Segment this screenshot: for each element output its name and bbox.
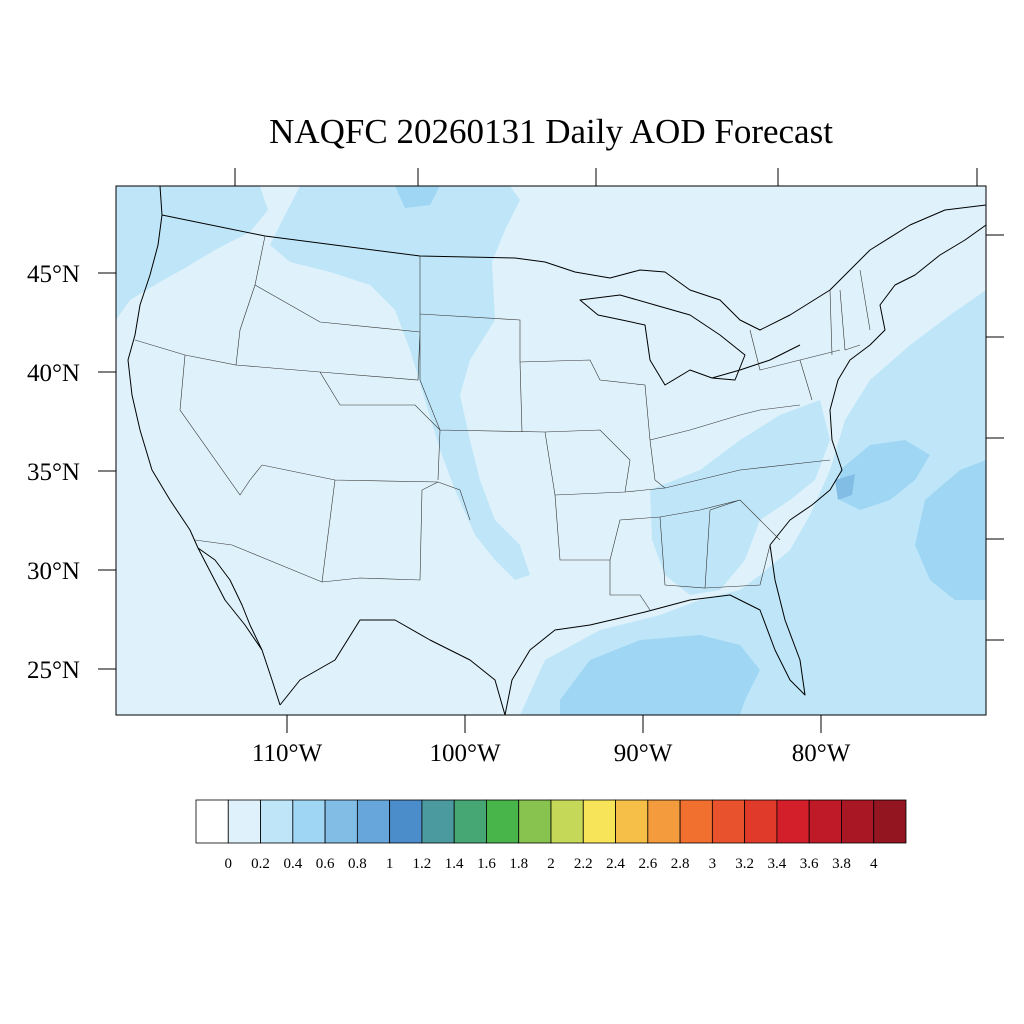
colorbar-box [260, 799, 294, 844]
colorbar-box [195, 799, 229, 844]
lat-label: 25°N [27, 657, 80, 684]
lon-label: 110°W [252, 740, 323, 767]
colorbar-box [324, 799, 358, 844]
colorbar-tick-label: 3.8 [832, 856, 851, 872]
colorbar-tick-label: 3.4 [768, 856, 787, 872]
map-frame [115, 185, 987, 716]
colorbar-tick-label: 2.6 [638, 856, 657, 872]
colorbar-box [711, 799, 746, 844]
bottom-ticks [286, 715, 822, 733]
colorbar-box [550, 799, 584, 844]
colorbar-tick-label: 1.6 [477, 856, 496, 872]
colorbar-tick-label: 2 [547, 856, 555, 872]
colorbar-boxes [195, 799, 907, 844]
colorbar-tick-label: 3.6 [800, 856, 819, 872]
aod-patch-nc-coast [835, 474, 855, 500]
lon-label: 100°W [429, 740, 500, 767]
left-ticks [98, 272, 116, 670]
colorbar-box [227, 799, 261, 844]
aod-patch-southeast [520, 290, 986, 715]
lat-label: 45°N [27, 261, 80, 288]
colorbar-tick-label: 3.2 [735, 856, 754, 872]
aod-patch-appalachian [650, 400, 830, 595]
colorbar-box [453, 799, 487, 844]
state-boundaries [134, 235, 871, 611]
gulf-coast [279, 544, 806, 715]
lon-label: 80°W [792, 740, 851, 767]
colorbar-box [615, 799, 649, 844]
great-lakes [579, 294, 801, 386]
aod-patch-gulf [560, 635, 760, 715]
west-coast [127, 186, 281, 706]
colorbar-box [873, 799, 907, 844]
colorbar-tick-label: 0.6 [316, 856, 335, 872]
colorbar-box [808, 799, 842, 844]
map-lines [127, 186, 986, 715]
colorbar-tick-label: 4 [870, 856, 878, 872]
map-title: NAQFC 20260131 Daily AOD Forecast [269, 112, 833, 151]
aod-patch-montana-mid [395, 186, 440, 208]
colorbar: 0 0.2 0.4 0.6 0.8 1 1.2 1.4 1.6 1.8 2 2.2 2.4 2.6 2.8 3… [195, 799, 907, 872]
lon-label: 90°W [614, 740, 673, 767]
aod-patch-atlantic-east [915, 460, 986, 600]
top-ticks [234, 168, 978, 186]
longitude-labels: 110°W 100°W 90°W 80°W [252, 740, 851, 767]
colorbar-tick-label: 3 [709, 856, 717, 872]
colorbar-tick-label: 2.2 [574, 856, 593, 872]
colorbar-box [518, 799, 552, 844]
colorbar-tick-label: 0.4 [283, 856, 302, 872]
colorbar-tick-label: 0.2 [251, 856, 270, 872]
colorbar-box [841, 799, 875, 844]
canada-border [161, 204, 986, 331]
colorbar-tick-label: 0.8 [348, 856, 367, 872]
colorbar-tick-label: 1.4 [445, 856, 464, 872]
colorbar-box [582, 799, 616, 844]
lat-label: 30°N [27, 558, 80, 585]
map-panel: 45°N 40°N 35°N 30°N 25°N 110°W 100°W 90°… [27, 168, 1004, 767]
aod-patch-northwest [116, 186, 268, 320]
colorbar-box [647, 799, 681, 844]
colorbar-box [356, 799, 391, 844]
colorbar-tick-label: 2.8 [671, 856, 690, 872]
colorbar-tick-label: 2.4 [606, 856, 625, 872]
colorbar-tick-label: 1 [386, 856, 394, 872]
colorbar-box [421, 799, 455, 844]
right-ticks [986, 234, 1004, 641]
colorbar-tick-label: 0 [225, 856, 233, 872]
colorbar-box [389, 799, 423, 844]
colorbar-tick-label: 1.8 [509, 856, 528, 872]
colorbar-tick-label: 1.2 [413, 856, 432, 872]
lat-label: 40°N [27, 360, 80, 387]
colorbar-box [679, 799, 713, 844]
colorbar-box [292, 799, 326, 844]
aod-patch-atlantic-core [840, 440, 930, 510]
baja-peninsula [197, 547, 263, 651]
colorbar-box [744, 799, 778, 844]
colorbar-labels: 0 0.2 0.4 0.6 0.8 1 1.2 1.4 1.6 1.8 2 2.2 2.4 2.6 2.8 3… [225, 856, 878, 872]
latitude-labels: 45°N 40°N 35°N 30°N 25°N [27, 261, 80, 684]
colorbar-box [776, 799, 810, 844]
aod-patch-northern-plains [270, 186, 530, 580]
lat-label: 35°N [27, 459, 80, 486]
colorbar-box [486, 799, 520, 844]
aod-field [116, 186, 986, 715]
atlantic-coast [769, 224, 986, 546]
